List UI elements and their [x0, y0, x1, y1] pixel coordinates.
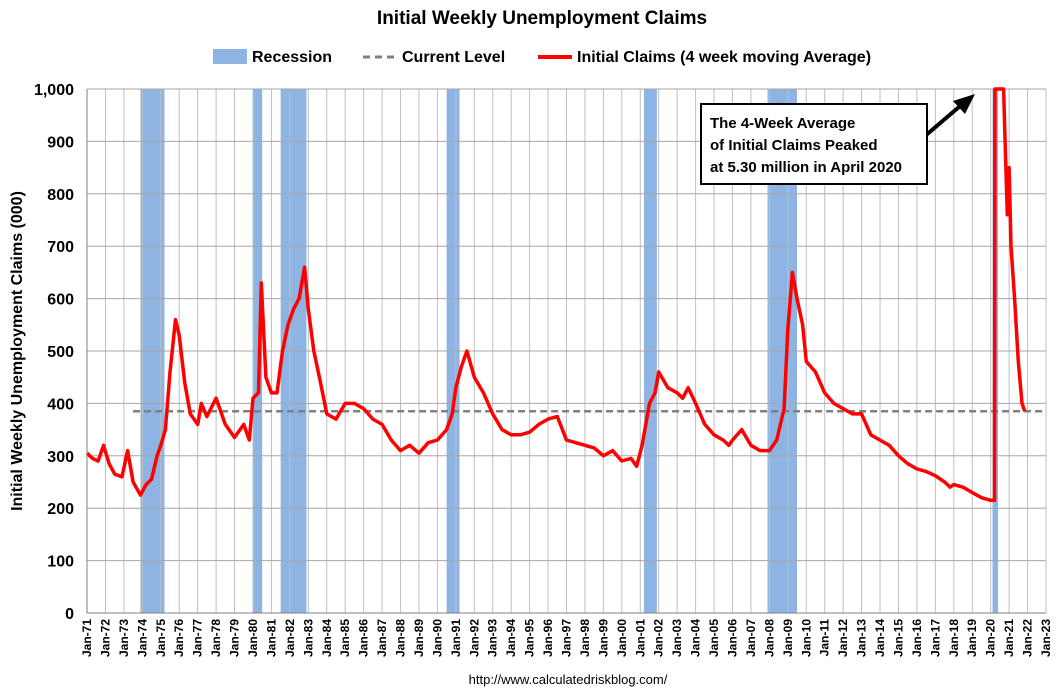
- x-tick-label: Jan-17: [928, 619, 942, 657]
- x-tick-label: Jan-02: [652, 619, 666, 657]
- x-tick-label: Jan-22: [1021, 619, 1035, 657]
- y-axis-label: Initial Weekly Unemployment Claims (000): [9, 191, 26, 511]
- x-tick-label: Jan-83: [301, 619, 315, 657]
- x-tick-label: Jan-73: [117, 619, 131, 657]
- x-tick-label: Jan-71: [80, 619, 94, 657]
- x-tick-label: Jan-74: [135, 619, 149, 657]
- x-tick-label: Jan-88: [394, 619, 408, 657]
- annotation-line-3: at 5.30 million in April 2020: [710, 159, 902, 176]
- x-tick-label: Jan-23: [1039, 619, 1053, 657]
- x-tick-label: Jan-18: [947, 619, 961, 657]
- x-tick-label: Jan-78: [209, 619, 223, 657]
- x-tick-label: Jan-96: [541, 619, 555, 657]
- annotation-line-1: The 4-Week Average: [710, 115, 855, 132]
- x-tick-label: Jan-97: [560, 619, 574, 657]
- legend-recession-label: Recession: [252, 49, 332, 66]
- x-tick-label: Jan-15: [892, 619, 906, 657]
- x-tick-label: Jan-75: [154, 619, 168, 657]
- x-tick-label: Jan-81: [264, 619, 278, 657]
- x-tick-label: Jan-80: [246, 619, 260, 657]
- y-tick-label: 800: [47, 187, 74, 204]
- x-tick-label: Jan-99: [596, 619, 610, 657]
- x-tick-label: Jan-93: [486, 619, 500, 657]
- annotation-line-2: of Initial Claims Peaked: [710, 137, 878, 154]
- x-tick-label: Jan-86: [357, 619, 371, 657]
- x-tick-label: Jan-04: [689, 619, 703, 657]
- x-tick-label: Jan-11: [818, 619, 832, 657]
- x-tick-label: Jan-05: [707, 619, 721, 657]
- chart-title: Initial Weekly Unemployment Claims: [377, 8, 707, 29]
- axes: [86, 89, 1047, 614]
- legend-recession-swatch: [213, 49, 247, 64]
- y-tick-label: 300: [47, 449, 74, 466]
- x-tick-label: Jan-14: [873, 619, 887, 657]
- x-tick-label: Jan-00: [615, 619, 629, 657]
- x-tick-label: Jan-77: [191, 619, 205, 657]
- x-tick-label: Jan-92: [467, 619, 481, 657]
- x-tick-label: Jan-21: [1002, 619, 1016, 657]
- chart-legend: Recession Current Level Initial Claims (…: [213, 49, 871, 66]
- series-line-initial-claims: [85, 87, 1027, 503]
- y-tick-label: 0: [65, 606, 74, 623]
- x-tick-label: Jan-89: [412, 619, 426, 657]
- y-tick-label: 400: [47, 396, 74, 413]
- x-tick-label: Jan-20: [984, 619, 998, 657]
- y-tick-label: 500: [47, 344, 74, 361]
- x-tick-label: Jan-03: [670, 619, 684, 657]
- x-tick-label: Jan-09: [781, 619, 795, 657]
- x-tick-label: Jan-13: [855, 619, 869, 657]
- x-tick-label: Jan-94: [504, 619, 518, 657]
- x-tick-label: Jan-95: [523, 619, 537, 657]
- x-tick-label: Jan-90: [430, 619, 444, 657]
- x-tick-label: Jan-87: [375, 619, 389, 657]
- y-tick-labels: 0 100 200 300 400 500 600 700 800 900 1,000: [34, 82, 74, 623]
- source-url[interactable]: http://www.calculatedriskblog.com/: [469, 672, 668, 687]
- x-tick-label: Jan-16: [910, 619, 924, 657]
- annotation-arrowhead: [953, 94, 975, 114]
- x-tick-label: Jan-12: [836, 619, 850, 657]
- x-tick-labels: Jan-71 Jan-72 Jan-73 Jan-74 Jan-75 Jan-76 Jan-…: [80, 619, 1053, 657]
- x-tick-label: Jan-85: [338, 619, 352, 657]
- y-tick-label: 900: [47, 134, 74, 151]
- x-tick-label: Jan-79: [228, 619, 242, 657]
- x-tick-label: Jan-08: [762, 619, 776, 657]
- x-tick-label: Jan-19: [965, 619, 979, 657]
- x-tick-label: Jan-91: [449, 619, 463, 657]
- x-tick-label: Jan-01: [633, 619, 647, 657]
- peak-annotation: The 4-Week Average of Initial Claims Pea…: [700, 94, 975, 185]
- x-tick-label: Jan-76: [172, 619, 186, 657]
- x-tick-label: Jan-98: [578, 619, 592, 657]
- y-tick-label: 600: [47, 292, 74, 309]
- y-tick-label: 700: [47, 239, 74, 256]
- legend-initial-claims-label: Initial Claims (4 week moving Average): [577, 49, 871, 66]
- annotation-box: [700, 103, 928, 185]
- y-tick-label: 200: [47, 501, 74, 518]
- x-tick-label: Jan-06: [726, 619, 740, 657]
- y-tick-label: 100: [47, 554, 74, 571]
- legend-current-level-label: Current Level: [402, 49, 505, 66]
- series-layer: [85, 87, 1027, 503]
- y-tick-label: 1,000: [34, 82, 74, 99]
- x-tick-label: Jan-82: [283, 619, 297, 657]
- x-tick-label: Jan-72: [98, 619, 112, 657]
- x-tick-label: Jan-07: [744, 619, 758, 657]
- x-tick-label: Jan-10: [799, 619, 813, 657]
- x-tick-label: Jan-84: [320, 619, 334, 657]
